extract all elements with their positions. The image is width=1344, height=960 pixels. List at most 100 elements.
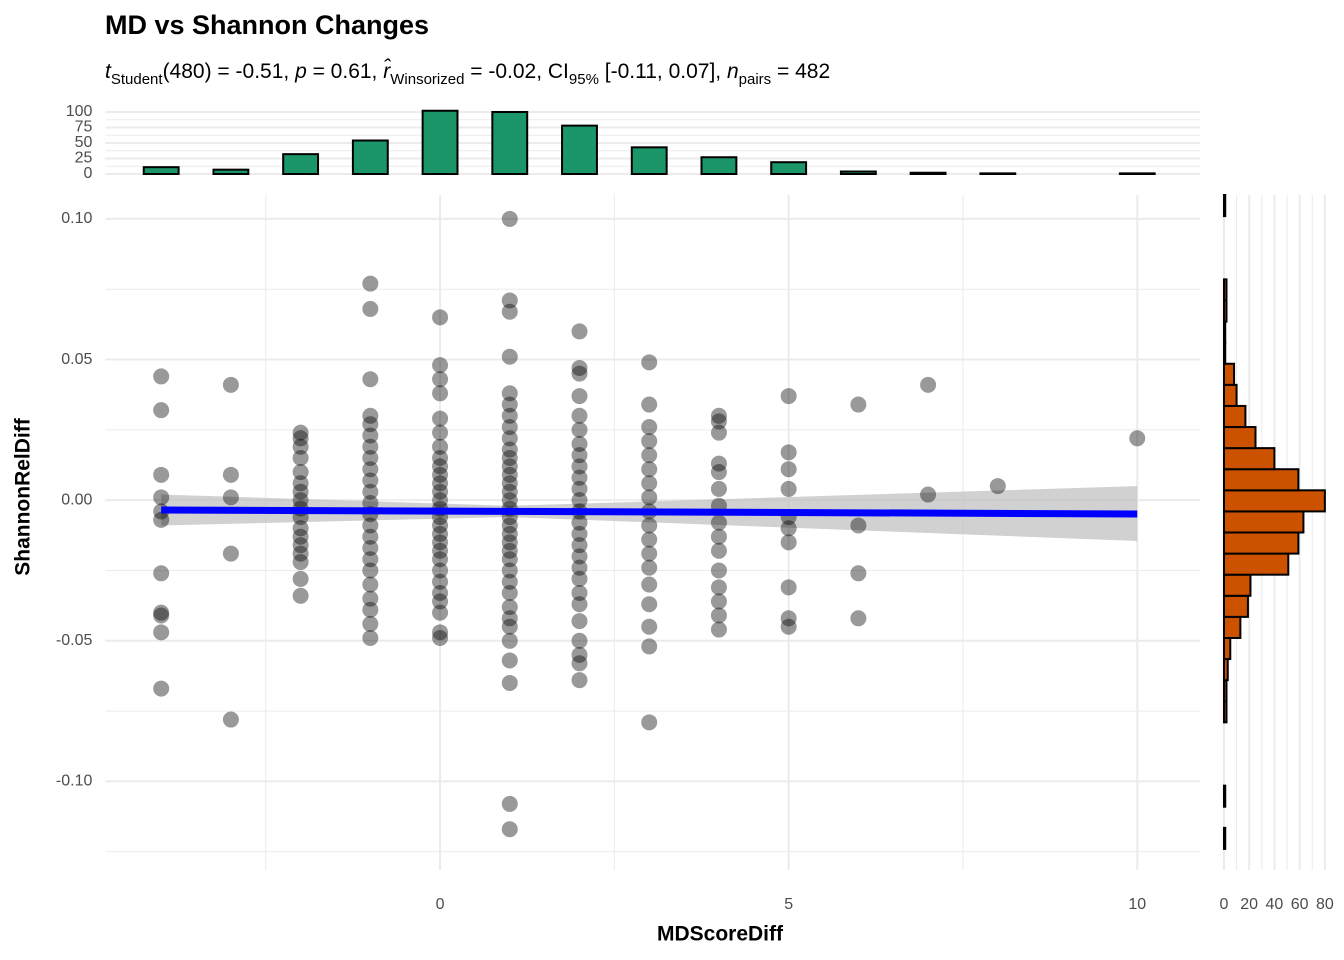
point — [432, 624, 449, 641]
point — [222, 489, 239, 506]
point — [571, 365, 588, 382]
point — [362, 615, 379, 632]
point — [710, 579, 727, 596]
regression-line — [161, 506, 1138, 518]
point — [641, 433, 658, 450]
bar — [839, 170, 877, 175]
point — [571, 632, 588, 649]
point — [501, 652, 518, 669]
point — [362, 517, 379, 534]
point — [710, 621, 727, 638]
point — [571, 480, 588, 497]
point — [432, 534, 449, 551]
point — [432, 458, 449, 475]
point — [710, 424, 727, 441]
x-tick-label: 10 — [1128, 896, 1146, 913]
point — [362, 562, 379, 579]
point — [362, 449, 379, 466]
point — [292, 587, 309, 604]
histogram-bar — [1222, 784, 1227, 808]
point — [501, 348, 518, 365]
chart-title: MD vs Shannon Changes — [105, 10, 429, 40]
point — [432, 562, 449, 579]
point — [780, 520, 797, 537]
x-tick-label: 60 — [1291, 896, 1309, 913]
histogram-bar — [1222, 552, 1290, 576]
bar — [282, 153, 320, 175]
point — [362, 300, 379, 317]
point — [432, 593, 449, 610]
point — [571, 596, 588, 613]
x-tick-label: 40 — [1266, 896, 1284, 913]
point — [571, 458, 588, 475]
point — [362, 438, 379, 455]
point — [292, 520, 309, 537]
point — [571, 435, 588, 452]
point — [432, 438, 449, 455]
point — [501, 599, 518, 616]
point — [710, 607, 727, 624]
point — [362, 590, 379, 607]
bar — [212, 168, 250, 176]
point — [989, 478, 1006, 495]
point — [641, 618, 658, 635]
point — [641, 461, 658, 478]
histogram-bar — [1222, 594, 1249, 618]
point — [292, 430, 309, 447]
point — [571, 559, 588, 576]
point — [501, 632, 518, 649]
point — [153, 511, 170, 528]
y-tick-label: 0.00 — [61, 491, 92, 508]
point — [571, 323, 588, 340]
point — [501, 466, 518, 483]
point — [362, 629, 379, 646]
point — [292, 424, 309, 441]
point — [850, 396, 867, 413]
point — [501, 210, 518, 227]
histogram-bar — [1222, 341, 1227, 365]
point — [571, 492, 588, 509]
point — [362, 472, 379, 489]
subtitle-part: p — [294, 60, 307, 83]
subtitle-part: (480) = -0.51, — [163, 60, 296, 83]
histogram-bar — [1222, 320, 1227, 344]
subtitle-part: pairs — [739, 71, 772, 88]
point — [432, 483, 449, 500]
point — [641, 489, 658, 506]
point — [501, 584, 518, 601]
bar — [421, 109, 459, 176]
histogram-bar — [1222, 615, 1242, 639]
point — [501, 475, 518, 492]
point — [153, 466, 170, 483]
histogram-bar — [1222, 679, 1228, 703]
point — [153, 607, 170, 624]
point — [641, 638, 658, 655]
point — [780, 610, 797, 627]
point — [292, 537, 309, 554]
histogram-bar — [1222, 531, 1300, 555]
point — [571, 447, 588, 464]
point — [780, 388, 797, 405]
point — [710, 480, 727, 497]
point — [292, 438, 309, 455]
point — [710, 455, 727, 472]
point — [222, 545, 239, 562]
point — [292, 475, 309, 492]
point — [501, 610, 518, 627]
point — [641, 596, 658, 613]
point — [710, 528, 727, 545]
point — [710, 413, 727, 430]
bar — [979, 172, 1017, 175]
histogram-bar — [1222, 826, 1227, 850]
point — [501, 618, 518, 635]
point — [222, 466, 239, 483]
x-tick-label: 20 — [1240, 896, 1258, 913]
bar — [630, 146, 668, 175]
point — [501, 449, 518, 466]
point — [641, 447, 658, 464]
point — [571, 469, 588, 486]
point — [571, 672, 588, 689]
point — [501, 517, 518, 534]
bar — [561, 124, 598, 175]
